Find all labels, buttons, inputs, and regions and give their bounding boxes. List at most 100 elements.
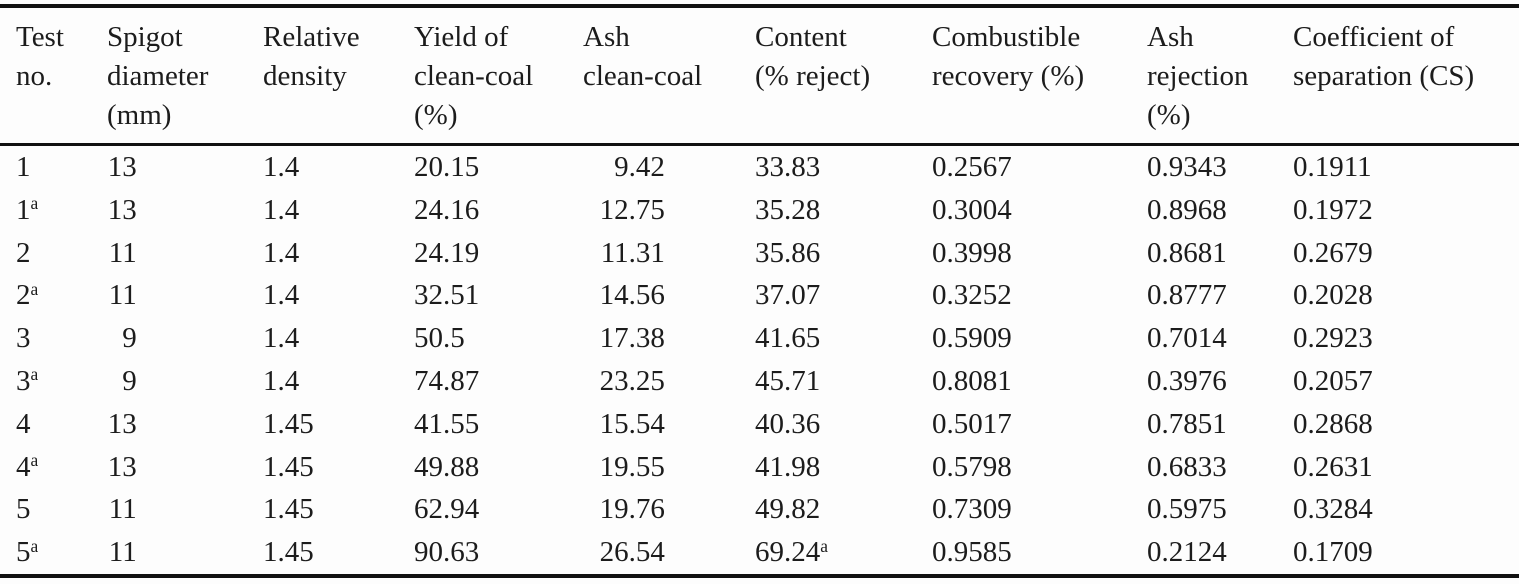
cell-relative-density: 1.4 [263,236,300,269]
footnote-marker: a [820,535,828,556]
column-header-combustible-recovery-pct: Combustible recovery (%) [932,6,1147,146]
cell-relative-density: 1.4 [263,279,300,312]
table-row: 4 13 1.45 41.55 15.54 40.36 0.5017 0.7851 0.2868 [0,403,1519,446]
cell-combustible-recovery-pct: 0.2567 [932,151,1012,183]
cell-combustible-recovery-pct: 0.8081 [932,364,1012,397]
table-row: 2a 11 1.4 32.51 14.56 37.07 0.3252 0.8777 0.2028 [0,274,1519,317]
column-header-spigot-diameter-mm: Spigot diameter (mm) [107,6,263,146]
cell-ash-clean-coal: 14.56 [599,279,665,312]
cell-ash-clean-coal: 26.54 [599,536,665,569]
table-row: 1a 13 1.4 24.16 12.75 35.28 0.3004 0.8968 0.1972 [0,189,1519,232]
footnote-marker: a [30,535,39,556]
cell-ash-clean-coal: 17.38 [599,322,665,355]
cell-content-pct-reject: 35.28 [755,193,821,226]
cell-relative-density: 1.4 [263,364,300,397]
cell-spigot-diameter-mm: 13 [107,407,137,440]
cell-content-pct-reject: 33.83 [755,151,821,183]
cell-test-no: 5a [16,535,39,569]
column-header-test-no: Test no. [0,6,107,146]
footnote-marker: a [30,364,39,385]
cell-spigot-diameter-mm: 11 [108,536,137,569]
cell-combustible-recovery-pct: 0.3998 [932,236,1012,269]
cell-content-pct-reject: 69.24a [755,535,828,569]
cell-combustible-recovery-pct: 0.3004 [932,193,1012,226]
cell-coefficient-of-separation: 0.2057 [1293,364,1373,397]
cell-ash-rejection-pct: 0.8968 [1147,193,1227,226]
cell-relative-density: 1.4 [263,322,300,355]
table-row: 4a 13 1.45 49.88 19.55 41.98 0.5798 0.6833 0.263… [0,446,1519,489]
cell-content-pct-reject: 37.07 [755,279,821,312]
footnote-marker: a [30,193,39,214]
cell-relative-density: 1.45 [263,450,314,483]
cell-yield-of-clean-coal-pct: 49.88 [414,450,480,483]
table-header: Test no. Spigot diameter (mm) Relative den… [0,6,1519,146]
table-row: 3 9 1.4 50.5 17.38 41.65 0.5909 0.7014 0.2923 [0,317,1519,360]
cell-ash-clean-coal: 12.75 [599,193,665,226]
cell-test-no: 3 [16,322,31,355]
cell-spigot-diameter-mm: 13 [107,450,137,483]
cell-relative-density: 1.45 [263,493,314,526]
cell-test-no: 1 [16,151,31,183]
header-row: Test no. Spigot diameter (mm) Relative den… [0,6,1519,146]
cell-yield-of-clean-coal-pct: 62.94 [414,493,480,526]
cell-ash-clean-coal: 15.54 [599,407,665,440]
table-row: 2 11 1.4 24.19 11.31 35.86 0.3998 0.8681 0.2679 [0,232,1519,275]
cell-yield-of-clean-coal-pct: 32.51 [414,279,480,312]
table-body: 1 13 1.4 20.15 9.42 33.83 0.2567 0.9343 0.1911 1a… [0,145,1519,576]
cell-yield-of-clean-coal-pct: 74.87 [414,364,480,397]
cell-ash-rejection-pct: 0.9343 [1147,151,1227,183]
cell-content-pct-reject: 41.98 [755,450,821,483]
cell-ash-rejection-pct: 0.5975 [1147,493,1227,526]
cell-spigot-diameter-mm: 9 [122,322,137,355]
table-row: 1 13 1.4 20.15 9.42 33.83 0.2567 0.9343 0.1911 [0,145,1519,189]
cell-coefficient-of-separation: 0.2868 [1293,407,1373,440]
paper-table-page: Test no. Spigot diameter (mm) Relative den… [0,4,1519,584]
cell-test-no: 2 [16,236,31,269]
cell-spigot-diameter-mm: 13 [107,151,137,183]
cell-spigot-diameter-mm: 11 [108,279,137,312]
cell-relative-density: 1.45 [263,407,314,440]
column-header-content-pct-reject: Content (% reject) [755,6,932,146]
column-header-coefficient-of-separation: Coefficient of separation (CS) [1293,6,1519,146]
cell-yield-of-clean-coal-pct: 24.16 [414,193,480,226]
cell-test-no: 5 [16,493,31,526]
column-header-ash-clean-coal: Ash clean-coal [583,6,755,146]
cell-test-no: 3a [16,364,39,397]
cell-content-pct-reject: 41.65 [755,322,821,355]
results-table: Test no. Spigot diameter (mm) Relative den… [0,4,1519,578]
table-row: 3a 9 1.4 74.87 23.25 45.71 0.8081 0.3976 0.2057 [0,360,1519,403]
cell-test-no: 2a [16,278,39,312]
cell-ash-rejection-pct: 0.8681 [1147,236,1227,269]
cell-content-pct-reject: 49.82 [755,493,821,526]
column-header-yield-of-clean-coal-pct: Yield of clean-coal (%) [414,6,583,146]
cell-content-pct-reject: 45.71 [755,364,821,397]
cell-ash-rejection-pct: 0.2124 [1147,536,1227,569]
cell-coefficient-of-separation: 0.2923 [1293,322,1373,355]
cell-combustible-recovery-pct: 0.5798 [932,450,1012,483]
cell-combustible-recovery-pct: 0.5017 [932,407,1012,440]
cell-combustible-recovery-pct: 0.7309 [932,493,1012,526]
cell-spigot-diameter-mm: 11 [108,493,137,526]
cell-ash-rejection-pct: 0.6833 [1147,450,1227,483]
cell-yield-of-clean-coal-pct: 20.15 [414,151,480,183]
column-header-ash-rejection-pct: Ash rejection (%) [1147,6,1293,146]
cell-ash-clean-coal: 19.55 [599,450,665,483]
cell-spigot-diameter-mm: 11 [108,236,137,269]
cell-ash-clean-coal: 11.31 [600,236,665,269]
cell-spigot-diameter-mm: 9 [122,364,137,397]
cell-test-no: 1a [16,193,39,226]
cell-yield-of-clean-coal-pct: 50.5 [414,322,465,355]
cell-relative-density: 1.4 [263,193,300,226]
table-row: 5 11 1.45 62.94 19.76 49.82 0.7309 0.5975 0.3284 [0,488,1519,531]
cell-coefficient-of-separation: 0.1911 [1293,151,1372,183]
cell-coefficient-of-separation: 0.2679 [1293,236,1373,269]
cell-content-pct-reject: 40.36 [755,407,821,440]
cell-ash-clean-coal: 23.25 [599,364,665,397]
table-row: 5a 11 1.45 90.63 26.54 69.24a 0.9585 0.2124 0.17… [0,531,1519,576]
cell-ash-rejection-pct: 0.3976 [1147,364,1227,397]
footnote-marker: a [30,278,39,299]
cell-ash-rejection-pct: 0.8777 [1147,279,1227,312]
cell-test-no: 4 [16,407,31,440]
cell-relative-density: 1.45 [263,536,314,569]
cell-coefficient-of-separation: 0.1972 [1293,193,1373,226]
